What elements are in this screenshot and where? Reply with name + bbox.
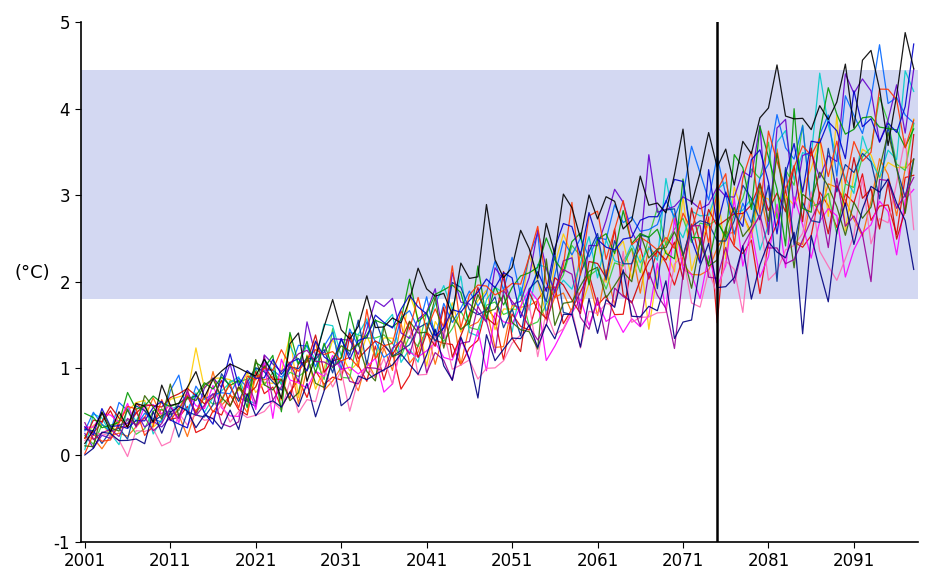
Bar (80, 70, 918, 299)
Y-axis label: (°C): (°C) (15, 264, 50, 282)
